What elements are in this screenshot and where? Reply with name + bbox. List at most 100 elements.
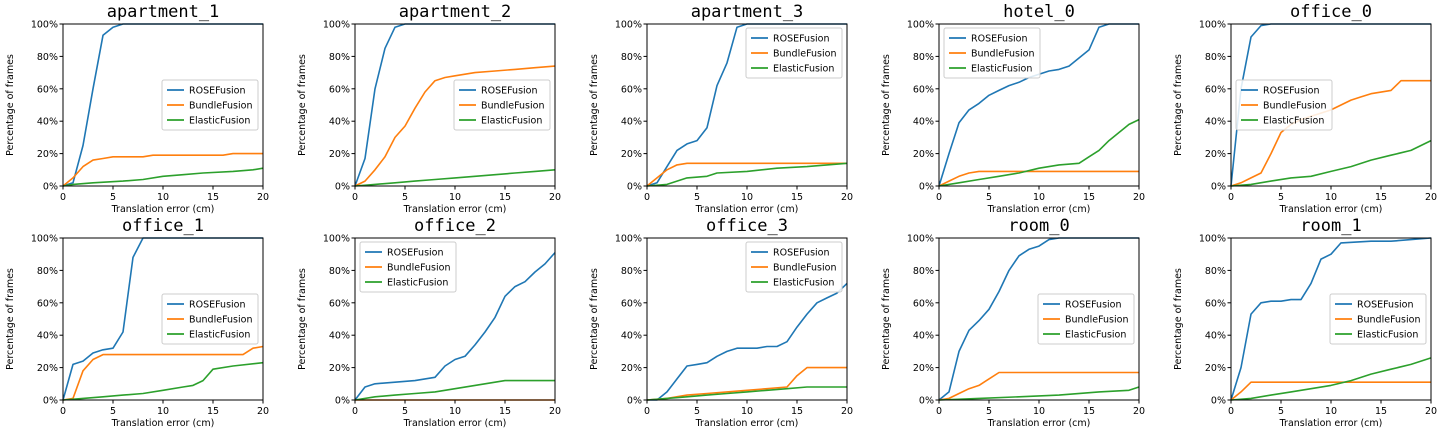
- x-tick-label: 15: [1375, 192, 1387, 203]
- y-tick-label: 80%: [621, 52, 642, 63]
- x-tick-label: 20: [1425, 192, 1437, 203]
- y-tick-label: 60%: [621, 298, 642, 309]
- legend-label-rosefusion: ROSEFusion: [1357, 300, 1414, 311]
- series-line-rosefusion: [938, 237, 1139, 401]
- legend-box: [359, 241, 457, 293]
- y-tick-label: 0%: [919, 182, 934, 193]
- x-axis-label: Translation error (cm): [1279, 204, 1383, 215]
- x-axis-label: Translation error (cm): [403, 418, 507, 429]
- panel-title: hotel_0: [1003, 2, 1075, 22]
- legend: ROSEFusion BundleFusion ElasticFusion: [1329, 293, 1427, 345]
- x-tick-label: 10: [157, 406, 169, 417]
- panel-apartment-1: apartment_1 0 5 10 15 20 0% 20% 40% 60% 80% 100% Tra…: [5, 2, 269, 215]
- legend-label-elasticfusion: ElasticFusion: [971, 64, 1032, 75]
- y-tick-label: 0%: [627, 396, 642, 407]
- y-tick-label: 60%: [37, 84, 58, 95]
- panel-office-0: office_0 0 5 10 15 20 0% 20% 40% 60% 80% 100% Transl…: [1173, 2, 1437, 215]
- y-tick-label: 20%: [1205, 363, 1226, 374]
- y-tick-label: 100%: [323, 20, 350, 31]
- legend-box: [745, 241, 843, 293]
- x-tick-label: 0: [936, 406, 942, 417]
- y-tick-label: 60%: [621, 84, 642, 95]
- series-line-bundlefusion: [938, 371, 1139, 401]
- legend-label-elasticfusion: ElasticFusion: [1263, 116, 1324, 127]
- x-tick-label: 15: [207, 406, 219, 417]
- y-tick-label: 100%: [907, 20, 934, 31]
- x-tick-label: 10: [449, 192, 461, 203]
- y-tick-label: 40%: [37, 331, 58, 342]
- y-tick-label: 40%: [621, 117, 642, 128]
- series-line-rosefusion: [62, 237, 263, 401]
- y-tick-label: 80%: [1205, 52, 1226, 63]
- series-line-rosefusion: [1230, 237, 1432, 401]
- x-axis-label: Translation error (cm): [1279, 418, 1383, 429]
- series-line-rosefusion: [354, 252, 556, 401]
- legend-label-elasticfusion: ElasticFusion: [773, 278, 834, 289]
- series-line-bundlefusion: [646, 366, 847, 401]
- x-tick-label: 20: [257, 406, 269, 417]
- x-tick-label: 10: [741, 406, 753, 417]
- series-line-rosefusion: [647, 282, 848, 401]
- y-tick-label: 0%: [919, 396, 934, 407]
- x-tick-label: 15: [1375, 406, 1387, 417]
- x-tick-label: 0: [1228, 406, 1234, 417]
- legend: ROSEFusion BundleFusion ElasticFusion: [453, 79, 551, 131]
- y-tick-label: 80%: [913, 266, 934, 277]
- x-tick-label: 5: [110, 406, 116, 417]
- series-line-elasticfusion: [62, 361, 264, 401]
- y-tick-label: 0%: [1211, 396, 1226, 407]
- x-tick-label: 0: [352, 406, 358, 417]
- x-tick-label: 5: [986, 406, 992, 417]
- legend-box: [1037, 293, 1135, 345]
- y-tick-label: 40%: [621, 331, 642, 342]
- y-tick-label: 60%: [329, 84, 350, 95]
- y-axis-label: Percentage of frames: [589, 268, 600, 370]
- x-tick-label: 15: [791, 406, 803, 417]
- y-axis-label: Percentage of frames: [5, 54, 16, 156]
- x-tick-label: 0: [644, 406, 650, 417]
- y-tick-label: 60%: [913, 84, 934, 95]
- legend-label-bundlefusion: BundleFusion: [773, 49, 836, 60]
- x-axis-label: Translation error (cm): [695, 204, 799, 215]
- legend-label-elasticfusion: ElasticFusion: [189, 116, 250, 127]
- x-tick-label: 5: [402, 192, 408, 203]
- x-tick-label: 0: [60, 406, 66, 417]
- series-line-bundlefusion: [938, 170, 1139, 187]
- legend: ROSEFusion BundleFusion ElasticFusion: [943, 27, 1041, 79]
- legend-label-rosefusion: ROSEFusion: [773, 248, 830, 259]
- y-tick-label: 0%: [43, 396, 58, 407]
- y-tick-label: 100%: [615, 234, 642, 245]
- y-tick-label: 80%: [913, 52, 934, 63]
- legend-box: [1235, 79, 1333, 131]
- series-line-bundlefusion: [62, 152, 263, 187]
- y-axis-label: Percentage of frames: [1173, 54, 1184, 156]
- x-tick-label: 20: [1133, 406, 1145, 417]
- legend-label-elasticfusion: ElasticFusion: [1357, 330, 1418, 341]
- x-axis-label: Translation error (cm): [111, 204, 215, 215]
- panel-room-1: room_1 0 5 10 15 20 0% 20% 40% 60% 80% 100% Translat…: [1173, 216, 1437, 429]
- y-tick-label: 80%: [329, 52, 350, 63]
- series-line-elasticfusion: [646, 162, 848, 187]
- x-tick-label: 5: [1278, 192, 1284, 203]
- legend: ROSEFusion BundleFusion ElasticFusion: [1235, 79, 1333, 131]
- panel-apartment-3: apartment_3 0 5 10 15 20 0% 20% 40% 60% 80% 100% Tra…: [589, 2, 853, 215]
- x-tick-label: 20: [1133, 192, 1145, 203]
- y-tick-label: 40%: [1205, 117, 1226, 128]
- x-tick-label: 15: [207, 192, 219, 203]
- x-tick-label: 20: [257, 192, 269, 203]
- series-line-bundlefusion: [62, 345, 264, 401]
- series-line-elasticfusion: [938, 386, 1140, 401]
- legend-label-rosefusion: ROSEFusion: [773, 34, 830, 45]
- panel-hotel-0: hotel_0 0 5 10 15 20 0% 20% 40% 60% 80% 100% Transla…: [881, 2, 1145, 215]
- legend-label-elasticfusion: ElasticFusion: [481, 116, 542, 127]
- y-tick-label: 100%: [31, 20, 58, 31]
- legend: ROSEFusion BundleFusion ElasticFusion: [745, 27, 843, 79]
- x-tick-label: 10: [1033, 192, 1045, 203]
- y-tick-label: 40%: [329, 117, 350, 128]
- x-tick-label: 20: [549, 192, 561, 203]
- x-tick-label: 10: [1033, 406, 1045, 417]
- y-tick-label: 40%: [1205, 331, 1226, 342]
- x-tick-label: 5: [402, 406, 408, 417]
- y-axis-label: Percentage of frames: [881, 54, 892, 156]
- y-axis-label: Percentage of frames: [5, 268, 16, 370]
